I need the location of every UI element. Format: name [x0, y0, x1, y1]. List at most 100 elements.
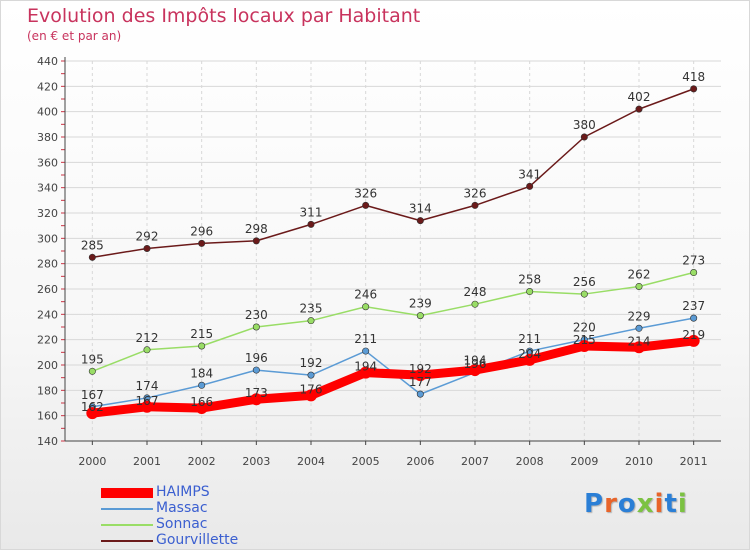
series-line-sonnac	[91, 271, 695, 373]
data-label-gourvillette: 418	[682, 70, 705, 84]
data-point-massac	[252, 366, 260, 374]
data-label-sonnac: 195	[81, 352, 104, 366]
data-label-sonnac: 262	[628, 267, 651, 281]
x-tick-label: 2010	[625, 455, 653, 468]
legend-swatch-sonnac	[101, 524, 153, 526]
y-tick-label: 180	[37, 384, 58, 397]
y-tick-label: 200	[37, 359, 58, 372]
y-tick-label: 280	[37, 258, 58, 271]
data-point-massac	[198, 381, 206, 389]
data-label-gourvillette: 402	[628, 90, 651, 104]
data-label-massac: 237	[682, 299, 705, 313]
data-label-sonnac: 230	[245, 308, 268, 322]
data-label-haimps: 194	[354, 360, 377, 374]
series-line-haimps	[87, 336, 699, 418]
data-label-sonnac: 215	[190, 327, 213, 341]
data-point-massac	[690, 314, 698, 322]
series-line-massac	[91, 317, 695, 408]
data-label-massac: 220	[573, 321, 596, 335]
y-tick-label: 340	[37, 182, 58, 195]
data-label-haimps: 167	[136, 394, 159, 408]
x-tick-label: 2005	[352, 455, 380, 468]
data-point-haimps	[523, 353, 536, 366]
y-tick-label: 220	[37, 334, 58, 347]
data-point-sonnac	[198, 342, 206, 350]
data-label-gourvillette: 298	[245, 222, 268, 236]
logo-letter: i	[654, 489, 665, 519]
logo-letter: r	[604, 489, 618, 519]
data-label-gourvillette: 285	[81, 238, 104, 252]
data-point-massac	[416, 390, 424, 398]
data-label-massac: 167	[81, 388, 104, 402]
data-point-haimps	[633, 341, 645, 354]
data-label-haimps: 162	[81, 400, 104, 414]
data-point-haimps	[414, 369, 427, 382]
data-label-gourvillette: 326	[464, 186, 487, 200]
data-label-gourvillette: 311	[300, 205, 323, 219]
x-tick-label: 2004	[297, 455, 325, 468]
data-label-sonnac: 248	[464, 285, 487, 299]
logo-letter: i	[677, 489, 688, 519]
data-label-sonnac: 258	[518, 273, 541, 287]
data-label-haimps: 204	[518, 347, 541, 361]
data-label-gourvillette: 380	[573, 118, 596, 132]
data-label-sonnac: 273	[682, 254, 705, 268]
logo-letter: P	[584, 489, 605, 519]
y-tick-label: 260	[37, 283, 58, 296]
data-point-gourvillette	[143, 244, 151, 252]
data-label-haimps: 215	[573, 333, 596, 347]
data-label-gourvillette: 292	[136, 229, 159, 243]
data-point-massac	[362, 347, 370, 355]
line-chart: 140 160 180 200 220 240 260 280 300 320 340 360 380 4…	[37, 55, 721, 468]
x-tick-label: 2006	[406, 455, 434, 468]
legend-swatch-gourvillette	[101, 540, 153, 542]
x-tick-label: 2002	[188, 455, 216, 468]
data-point-sonnac	[526, 288, 534, 296]
data-label-haimps: 166	[190, 395, 213, 409]
legend-swatch-haimps	[101, 488, 153, 498]
y-tick-label: 420	[37, 80, 58, 93]
data-label-haimps: 173	[245, 386, 268, 400]
data-point-sonnac	[88, 367, 96, 375]
x-tick-label: 2009	[570, 455, 598, 468]
proxiti-logo: Proxiti	[584, 489, 688, 519]
data-point-haimps	[359, 366, 372, 379]
data-label-gourvillette: 314	[409, 202, 432, 216]
data-label-gourvillette: 341	[518, 167, 541, 181]
data-point-massac	[307, 371, 315, 379]
x-tick-label: 2008	[516, 455, 544, 468]
data-point-gourvillette	[198, 239, 206, 247]
data-point-haimps	[195, 402, 208, 415]
data-point-haimps	[469, 364, 481, 377]
data-label-haimps: 196	[464, 357, 487, 371]
y-tick-label: 440	[37, 55, 58, 68]
data-point-gourvillette	[362, 201, 370, 209]
data-point-haimps	[86, 407, 99, 420]
x-tick-label: 2011	[680, 455, 708, 468]
data-label-gourvillette: 296	[190, 224, 213, 238]
legend-label-haimps: HAIMPS	[156, 484, 210, 500]
data-point-sonnac	[143, 346, 151, 354]
data-label-massac: 177	[409, 375, 432, 389]
data-point-sonnac	[252, 323, 260, 331]
data-label-massac: 196	[245, 351, 268, 365]
data-label-haimps: 219	[682, 328, 705, 342]
data-label-massac: 194	[464, 354, 487, 368]
data-label-sonnac: 235	[300, 302, 323, 316]
data-label-sonnac: 212	[136, 331, 159, 345]
data-label-haimps: 176	[300, 382, 323, 396]
y-tick-label: 160	[37, 410, 58, 423]
legend-swatch-massac	[101, 508, 153, 510]
data-point-gourvillette	[635, 105, 643, 113]
data-label-sonnac: 246	[354, 288, 377, 302]
logo-text: Proxiti	[584, 489, 688, 519]
x-tick-label: 2003	[242, 455, 270, 468]
data-point-gourvillette	[307, 220, 315, 228]
data-point-gourvillette	[526, 182, 534, 190]
logo-letter: x	[636, 489, 655, 519]
data-point-massac	[635, 324, 643, 332]
data-point-sonnac	[416, 312, 424, 320]
data-point-gourvillette	[580, 133, 588, 141]
data-point-gourvillette	[416, 217, 424, 225]
